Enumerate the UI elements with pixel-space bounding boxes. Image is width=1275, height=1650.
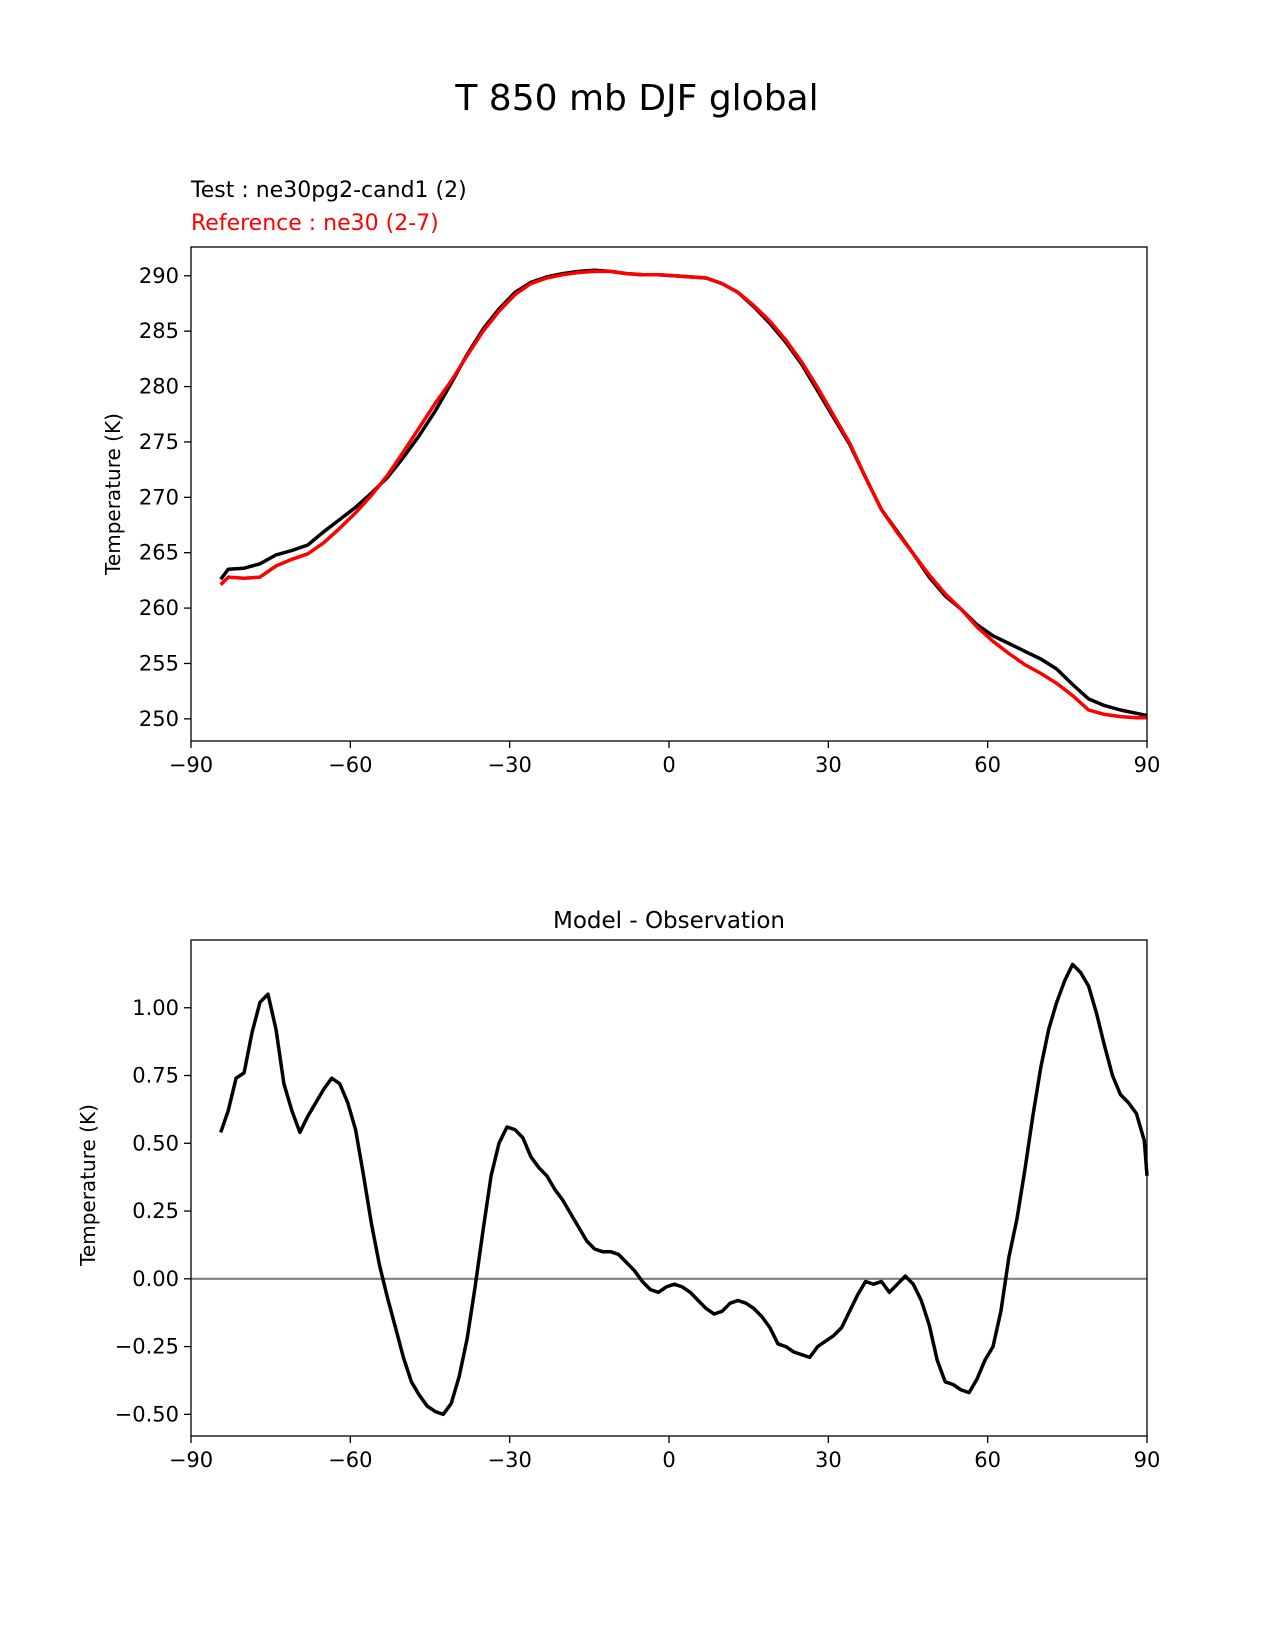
y-tick-label: 0.75	[132, 1064, 179, 1088]
y-tick-label: 0.50	[132, 1131, 179, 1155]
plot-frame-top	[190, 246, 1148, 742]
ticks-top: −90 −60 −30 0 30 60 90 250 255 260 265 270 275 280 285…	[139, 264, 1160, 777]
plot-frame-bottom	[190, 939, 1148, 1437]
x-tick-label: 90	[1134, 1448, 1161, 1472]
x-tick-label: 60	[974, 1448, 1001, 1472]
y-tick-label: −0.50	[115, 1402, 179, 1426]
series-bottom	[191, 962, 1149, 1417]
reference-legend-label: Reference : ne30 (2-7)	[191, 211, 439, 236]
y-tick-label: 285	[139, 319, 179, 343]
y-tick-label: 1.00	[132, 996, 179, 1020]
y-tick-label: −0.25	[115, 1335, 179, 1359]
figure-suptitle: T 850 mb DJF global	[454, 78, 818, 119]
y-tick-label: 250	[139, 707, 179, 731]
chart-title: Model - Observation	[553, 908, 785, 934]
y-axis-label: Temperature (K)	[101, 413, 125, 576]
y-tick-label: 270	[139, 485, 179, 509]
y-tick-label: 275	[139, 430, 179, 454]
x-tick-label: 60	[974, 753, 1001, 777]
x-tick-label: 0	[662, 1448, 675, 1472]
y-tick-label: 255	[139, 651, 179, 675]
difference-series-line	[219, 962, 1149, 1417]
x-tick-label: −90	[169, 1448, 213, 1472]
test-series-line	[219, 268, 1148, 718]
x-tick-label: −30	[488, 1448, 532, 1472]
y-tick-label: 0.25	[132, 1199, 179, 1223]
x-tick-label: 0	[662, 753, 675, 777]
y-tick-label: 260	[139, 596, 179, 620]
y-axis-label: Temperature (K)	[76, 1104, 100, 1267]
chart-model-minus-observation: Model - Observation Temperature (K) −90−…	[76, 908, 1160, 1472]
x-tick-label: 90	[1134, 753, 1161, 777]
y-tick-label: 290	[139, 264, 179, 288]
x-tick-label: 30	[815, 753, 842, 777]
y-tick-label: 265	[139, 541, 179, 565]
test-legend-label: Test : ne30pg2-cand1 (2)	[190, 178, 467, 203]
x-tick-label: 30	[815, 1448, 842, 1472]
x-tick-label: −60	[328, 1448, 372, 1472]
chart-temperature-zonal-mean: Test : ne30pg2-cand1 (2) Reference : ne3…	[101, 178, 1160, 777]
reference-series-line	[219, 269, 1147, 720]
ticks-bottom: −90 −60 −30 0 30 60 90 −0.50 −0.25 0.00 0.25 0.50 0.…	[115, 996, 1161, 1472]
x-tick-label: −30	[488, 753, 532, 777]
x-tick-label: −90	[169, 753, 213, 777]
y-tick-label: 0.00	[132, 1267, 179, 1291]
x-tick-label: −60	[328, 753, 372, 777]
y-tick-label: 280	[139, 375, 179, 399]
series-top	[219, 268, 1148, 720]
